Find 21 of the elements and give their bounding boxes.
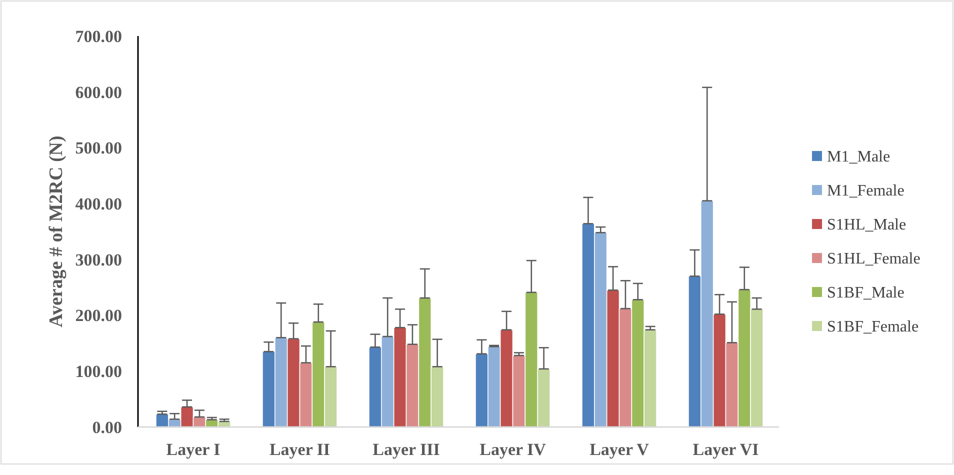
legend-label: S1BF_Male bbox=[827, 284, 904, 302]
x-tick-label: Layer I bbox=[166, 440, 221, 459]
y-tick-label: 500.00 bbox=[75, 138, 122, 158]
y-tick-label: 700.00 bbox=[75, 26, 122, 46]
y-tick-label: 100.00 bbox=[75, 362, 122, 382]
x-tick-label: Layer V bbox=[590, 440, 650, 459]
y-tick-label: 300.00 bbox=[75, 250, 122, 270]
legend-label: M1_Male bbox=[827, 148, 890, 166]
x-tick-label: Layer II bbox=[269, 440, 330, 459]
legend-label: S1HL_Male bbox=[827, 216, 906, 234]
y-tick-label: 600.00 bbox=[75, 82, 122, 102]
y-tick-label: 0.00 bbox=[92, 418, 122, 437]
y-tick-label: 200.00 bbox=[75, 306, 122, 326]
y-axis-title: Average # of M2RC (N) bbox=[46, 136, 67, 328]
y-tick-label: 400.00 bbox=[75, 194, 122, 214]
x-tick-label: Layer III bbox=[372, 440, 440, 459]
x-tick-label: Layer VI bbox=[692, 440, 760, 459]
legend-label: M1_Female bbox=[827, 182, 904, 200]
legend-label: S1BF_Female bbox=[827, 318, 919, 336]
legend-label: S1HL_Female bbox=[827, 250, 920, 268]
x-tick-label: Layer IV bbox=[480, 440, 547, 459]
